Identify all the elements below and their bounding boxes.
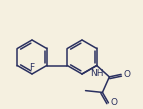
Text: NH: NH [90,68,104,77]
Text: O: O [110,98,117,107]
Text: F: F [29,62,35,72]
Text: O: O [123,70,130,79]
